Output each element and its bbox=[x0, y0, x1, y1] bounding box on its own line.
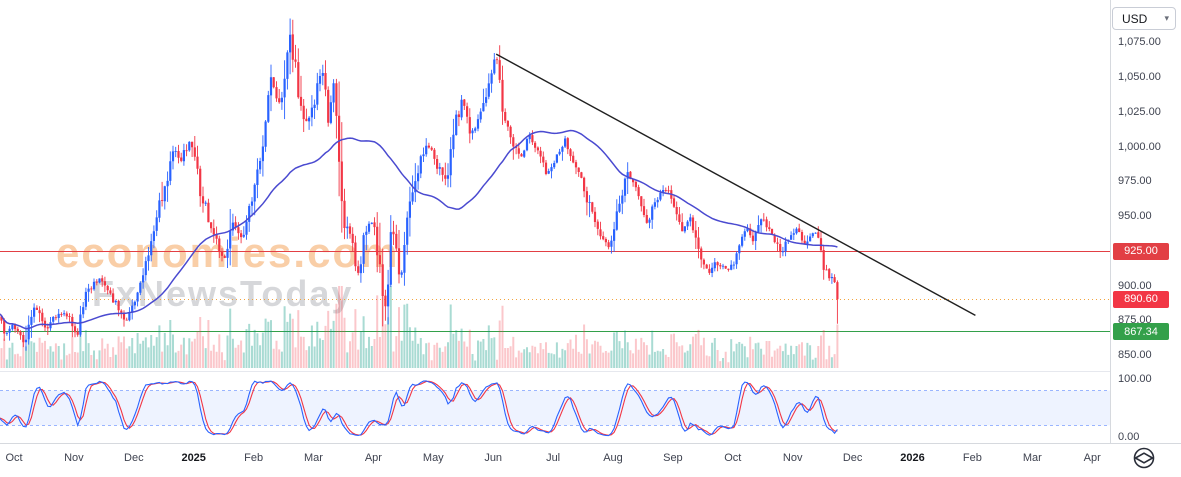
x-axis-label: Jun bbox=[484, 452, 503, 464]
x-axis-label: 2026 bbox=[900, 452, 925, 464]
x-axis-label: Feb bbox=[962, 452, 982, 464]
y-axis-label: 1,000.00 bbox=[1118, 140, 1161, 153]
descending-trendline[interactable] bbox=[495, 53, 976, 317]
x-axis-label: Dec bbox=[842, 452, 863, 464]
x-axis-label: Jul bbox=[546, 452, 561, 464]
stochastic-k-line bbox=[0, 380, 838, 437]
y-axis-label: 850.00 bbox=[1118, 349, 1152, 362]
y-axis-label: 1,025.00 bbox=[1118, 105, 1161, 118]
candle-wicks-down bbox=[1, 19, 838, 348]
pane-separator bbox=[0, 371, 1181, 372]
x-axis-label: Apr bbox=[364, 452, 382, 464]
currency-select-value: USD bbox=[1122, 11, 1148, 26]
x-axis-label: Nov bbox=[782, 452, 803, 464]
x-axis-label: May bbox=[422, 452, 444, 464]
price-level-badge: 925.00 bbox=[1113, 242, 1169, 260]
x-axis-label: Feb bbox=[244, 452, 264, 464]
y-axis-label: 950.00 bbox=[1118, 210, 1152, 223]
price-level-badge: 867.34 bbox=[1113, 323, 1169, 341]
candle-bodies-up bbox=[5, 34, 834, 343]
oscillator-axis-label: 100.00 bbox=[1118, 372, 1152, 385]
x-axis-label: Mar bbox=[1022, 452, 1042, 464]
y-axis-label: 900.00 bbox=[1118, 279, 1152, 292]
oscillator-axis-label: 0.00 bbox=[1118, 430, 1140, 443]
chevron-down-icon: ▾ bbox=[1164, 13, 1169, 23]
x-axis-label: Apr bbox=[1083, 452, 1101, 464]
x-axis-label: Dec bbox=[124, 452, 144, 464]
price-axis[interactable]: 1,075.00 1,050.00 1,025.00 1,000.00 975.00 95… bbox=[1110, 0, 1181, 443]
moving-average-line bbox=[0, 129, 838, 330]
candle-bodies-down bbox=[0, 34, 839, 343]
y-axis-label: 975.00 bbox=[1118, 175, 1152, 188]
x-axis-label: Aug bbox=[603, 452, 623, 464]
main-chart-canvas[interactable] bbox=[0, 0, 1110, 443]
x-axis-label: Nov bbox=[64, 452, 84, 464]
candle-wicks-up bbox=[6, 18, 833, 351]
x-axis-label: 2025 bbox=[181, 452, 206, 464]
x-axis-label: Sep bbox=[663, 452, 683, 464]
x-axis-label: Oct bbox=[5, 452, 23, 464]
time-axis[interactable]: Oct Nov Dec 2025 Feb Mar Apr May Jun Jul Aug Sep Oct… bbox=[0, 443, 1181, 477]
eye-diamond-icon bbox=[1133, 447, 1155, 469]
oscillator-band bbox=[0, 390, 1110, 426]
y-axis-label: 1,075.00 bbox=[1118, 36, 1161, 49]
currency-select[interactable]: USD ▾ bbox=[1112, 7, 1176, 30]
price-level-badge: 890.60 bbox=[1113, 290, 1169, 308]
brand-logo-icon[interactable] bbox=[1131, 445, 1157, 476]
x-axis-label: Oct bbox=[724, 452, 742, 464]
y-axis-label: 1,050.00 bbox=[1118, 71, 1161, 84]
x-axis-label: Mar bbox=[304, 452, 323, 464]
volume-bars-up bbox=[5, 286, 833, 368]
